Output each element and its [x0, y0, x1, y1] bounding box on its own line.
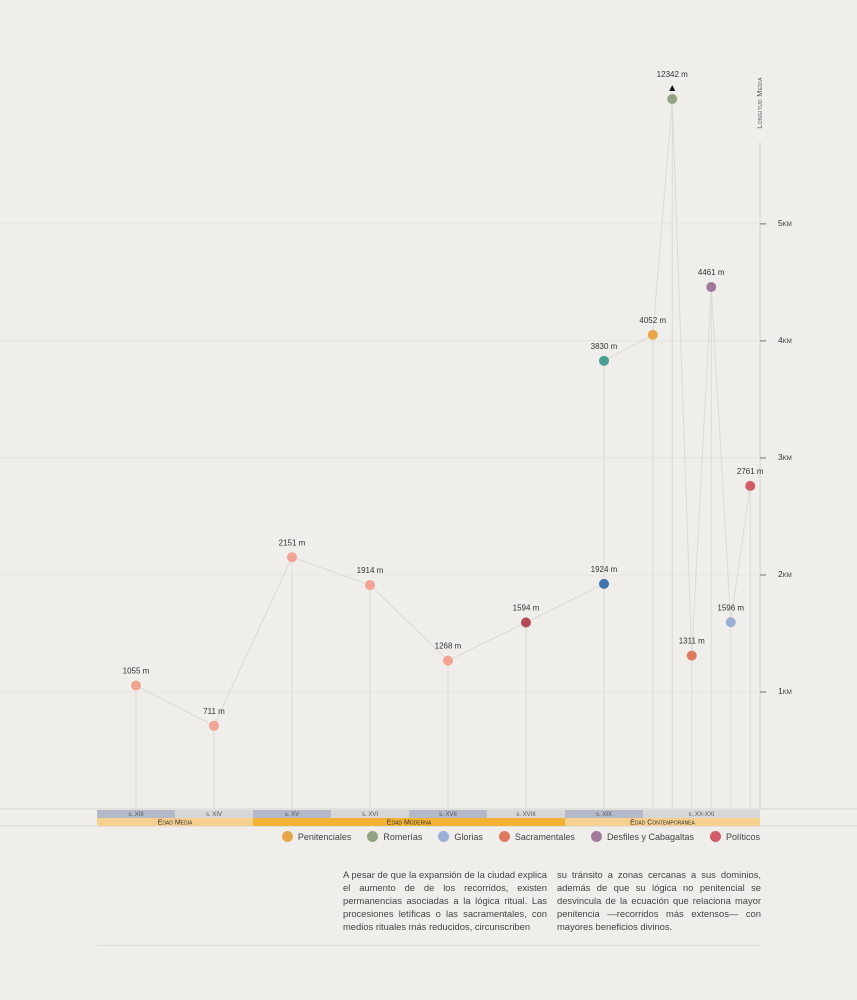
legend-item: Penitenciales	[281, 831, 352, 842]
legend-swatch	[367, 831, 379, 842]
connector-line	[135, 98, 751, 727]
legend-label: Políticos	[725, 831, 760, 842]
era-label: Edad Media	[158, 819, 193, 826]
century-band	[175, 810, 253, 818]
data-point	[686, 650, 697, 661]
century-label: s. XIX	[596, 812, 612, 818]
value-label: 1914 m	[357, 566, 384, 575]
value-label: 1268 m	[435, 642, 462, 651]
legend-swatch	[709, 831, 721, 842]
century-band	[565, 810, 643, 818]
legend-swatch	[438, 831, 450, 842]
century-band	[487, 810, 565, 818]
chart: Longitud Media 1km 2km 3km 4km 5km s. XIII s. …	[0, 70, 857, 827]
era-band	[253, 818, 565, 826]
legend-swatch	[590, 831, 602, 842]
value-label: 1924 m	[591, 565, 618, 574]
data-point	[365, 580, 375, 591]
data-point	[287, 552, 297, 563]
value-label: 2151 m	[279, 538, 306, 547]
legend-item: Desfiles y Cabagaltas	[590, 831, 694, 842]
legend-item: Glorias	[438, 831, 483, 842]
century-band	[253, 810, 331, 818]
value-label: 1594 m	[513, 604, 540, 613]
y-tick-label: 2km	[778, 569, 792, 579]
data-point	[745, 480, 756, 491]
divider	[97, 945, 760, 946]
century-band	[409, 810, 487, 818]
value-label: 4052 m	[639, 316, 666, 325]
legend-swatch	[498, 831, 510, 842]
era-band	[565, 818, 760, 826]
century-band	[97, 810, 175, 818]
value-label: 1596 m	[717, 603, 744, 612]
data-point	[667, 94, 678, 104]
paragraph: A pesar de que la expansión de la ciudad…	[343, 869, 547, 932]
y-axis-title: Longitud Media	[755, 77, 764, 129]
legend-label: Penitenciales	[297, 831, 352, 842]
legend-label: Desfiles y Cabagaltas	[606, 831, 694, 842]
century-band	[331, 810, 409, 818]
century-band	[643, 810, 760, 818]
century-label: s. XVII	[439, 812, 457, 818]
data-point	[521, 617, 531, 628]
value-label: 3830 m	[591, 342, 618, 351]
y-tick-label: 5km	[778, 218, 792, 228]
data-point	[706, 281, 717, 292]
overflow-arrow	[669, 85, 676, 91]
century-label: s. XIV	[206, 812, 222, 818]
data-point	[647, 329, 658, 340]
era-label: Edad Contemporánea	[630, 819, 695, 826]
paragraph: su tránsito a zonas cercanas a sus domin…	[557, 869, 761, 932]
legend: Penitenciales Romerías Glorias Sacramentale…	[281, 831, 760, 842]
era-label: Edad Moderna	[387, 819, 432, 826]
century-label: s. XX-XXI	[688, 812, 714, 818]
value-label: 2761 m	[737, 467, 764, 476]
era-band	[97, 818, 253, 826]
y-tick-label: 1km	[778, 686, 792, 696]
legend-item: Sacramentales	[498, 831, 575, 842]
legend-item: Romerías	[367, 831, 422, 842]
legend-item: Políticos	[709, 831, 760, 842]
legend-swatch	[281, 831, 293, 842]
data-point	[599, 355, 609, 366]
y-tick-label: 4km	[778, 335, 792, 345]
data-point	[599, 578, 609, 589]
value-label: 711 m	[203, 707, 225, 716]
y-tick-label: 3km	[778, 452, 792, 462]
data-point	[209, 720, 219, 731]
data-point	[725, 617, 736, 628]
legend-label: Romerías	[383, 831, 423, 842]
data-point	[443, 655, 453, 666]
century-label: s. XVIII	[516, 812, 536, 818]
century-label: s. XIII	[128, 812, 144, 818]
value-label: 1055 m	[123, 667, 150, 676]
legend-label: Sacramentales	[514, 831, 575, 842]
legend-label: Glorias	[454, 831, 483, 842]
data-point	[131, 680, 141, 691]
value-label: 1311 m	[679, 637, 705, 646]
century-label: s. XVI	[362, 812, 378, 818]
value-label: 4461 m	[698, 268, 725, 277]
value-label: 12342 m	[657, 70, 688, 79]
century-label: s. XV	[285, 812, 299, 818]
